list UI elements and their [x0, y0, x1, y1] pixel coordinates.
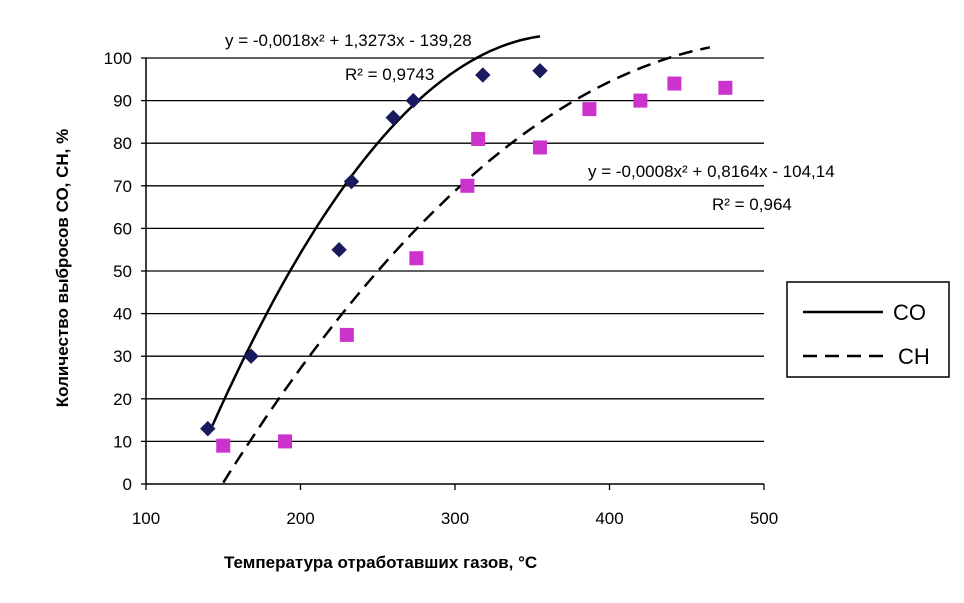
x-tick-label: 400 — [595, 509, 623, 528]
point-ch — [718, 80, 733, 95]
tick-labels: 0 10 20 30 40 50 60 70 80 90 100 100 200 300 400 500 — [104, 49, 779, 528]
point-ch — [460, 178, 475, 193]
point-co — [200, 420, 216, 437]
x-tick-label: 200 — [286, 509, 314, 528]
point-co — [243, 348, 259, 364]
point-ch — [633, 93, 648, 108]
point-ch — [409, 251, 424, 266]
point-ch — [532, 140, 547, 155]
y-tick-label: 30 — [113, 347, 132, 366]
point-co — [385, 109, 401, 126]
axes — [141, 57, 765, 490]
y-tick-label: 20 — [113, 390, 132, 409]
point-ch — [667, 76, 682, 91]
y-tick-label: 50 — [113, 262, 132, 281]
trendline-co — [211, 35, 541, 427]
y-tick-label: 60 — [113, 219, 132, 238]
ch-trend-equation: y = -0,0008x² + 0,8164x - 104,14 — [588, 162, 835, 181]
y-tick-label: 90 — [113, 92, 132, 111]
y-tick-label: 100 — [104, 49, 132, 68]
y-tick-label: 70 — [113, 177, 132, 196]
y-tick-label: 40 — [113, 305, 132, 324]
trendlines — [211, 35, 711, 484]
point-ch — [582, 102, 597, 117]
x-tick-label: 500 — [750, 509, 778, 528]
co-trend-r2: R² = 0,9743 — [345, 65, 434, 84]
point-ch — [278, 434, 293, 449]
legend: CO CH — [786, 281, 950, 378]
legend-ch-label: CH — [898, 344, 930, 369]
point-co — [331, 241, 347, 258]
co-trend-equation: y = -0,0018x² + 1,3273x - 139,28 — [225, 31, 472, 50]
ch-trend-r2: R² = 0,964 — [712, 195, 792, 214]
trendline-ch — [222, 46, 711, 484]
legend-box — [786, 281, 950, 378]
point-co — [405, 92, 421, 109]
legend-co-label: CO — [893, 300, 926, 325]
point-co — [343, 173, 360, 190]
y-tick-label: 80 — [113, 134, 132, 153]
gridlines — [146, 57, 764, 443]
x-tick-label: 100 — [132, 509, 160, 528]
point-co — [475, 67, 491, 83]
point-ch — [471, 131, 486, 146]
x-tick-label: 300 — [441, 509, 469, 528]
point-ch — [339, 327, 354, 342]
point-ch — [216, 438, 231, 453]
y-axis-title: Количество выбросов СО, СН, % — [53, 129, 72, 407]
x-axis-title: Температура отработавших газов, °C — [224, 553, 537, 572]
data-markers — [200, 63, 733, 453]
point-co — [532, 63, 548, 79]
y-tick-label: 10 — [113, 432, 132, 451]
y-tick-label: 0 — [123, 475, 132, 494]
